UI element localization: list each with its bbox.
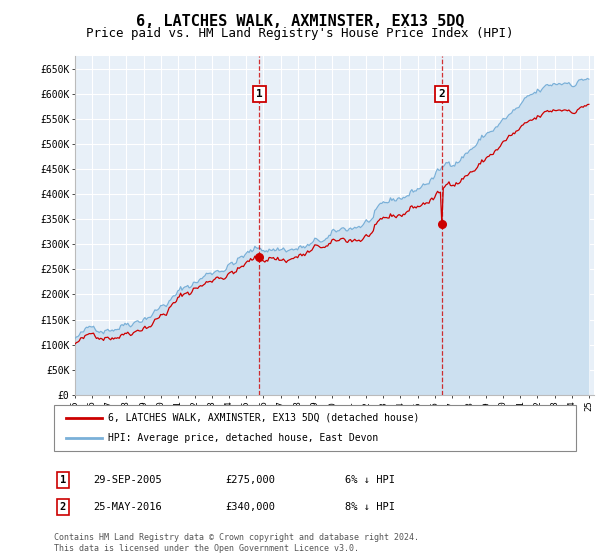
Text: 1: 1 [256,88,263,99]
Text: 1: 1 [60,475,66,485]
Text: 6, LATCHES WALK, AXMINSTER, EX13 5DQ (detached house): 6, LATCHES WALK, AXMINSTER, EX13 5DQ (de… [108,413,419,423]
Text: 29-SEP-2005: 29-SEP-2005 [93,475,162,485]
Text: 2: 2 [438,88,445,99]
Text: Contains HM Land Registry data © Crown copyright and database right 2024.
This d: Contains HM Land Registry data © Crown c… [54,533,419,553]
Text: HPI: Average price, detached house, East Devon: HPI: Average price, detached house, East… [108,433,378,443]
Text: 25-MAY-2016: 25-MAY-2016 [93,502,162,512]
Text: 2: 2 [60,502,66,512]
Text: £275,000: £275,000 [225,475,275,485]
Text: 6% ↓ HPI: 6% ↓ HPI [345,475,395,485]
Text: 8% ↓ HPI: 8% ↓ HPI [345,502,395,512]
Text: 6, LATCHES WALK, AXMINSTER, EX13 5DQ: 6, LATCHES WALK, AXMINSTER, EX13 5DQ [136,14,464,29]
Text: £340,000: £340,000 [225,502,275,512]
Text: Price paid vs. HM Land Registry's House Price Index (HPI): Price paid vs. HM Land Registry's House … [86,27,514,40]
